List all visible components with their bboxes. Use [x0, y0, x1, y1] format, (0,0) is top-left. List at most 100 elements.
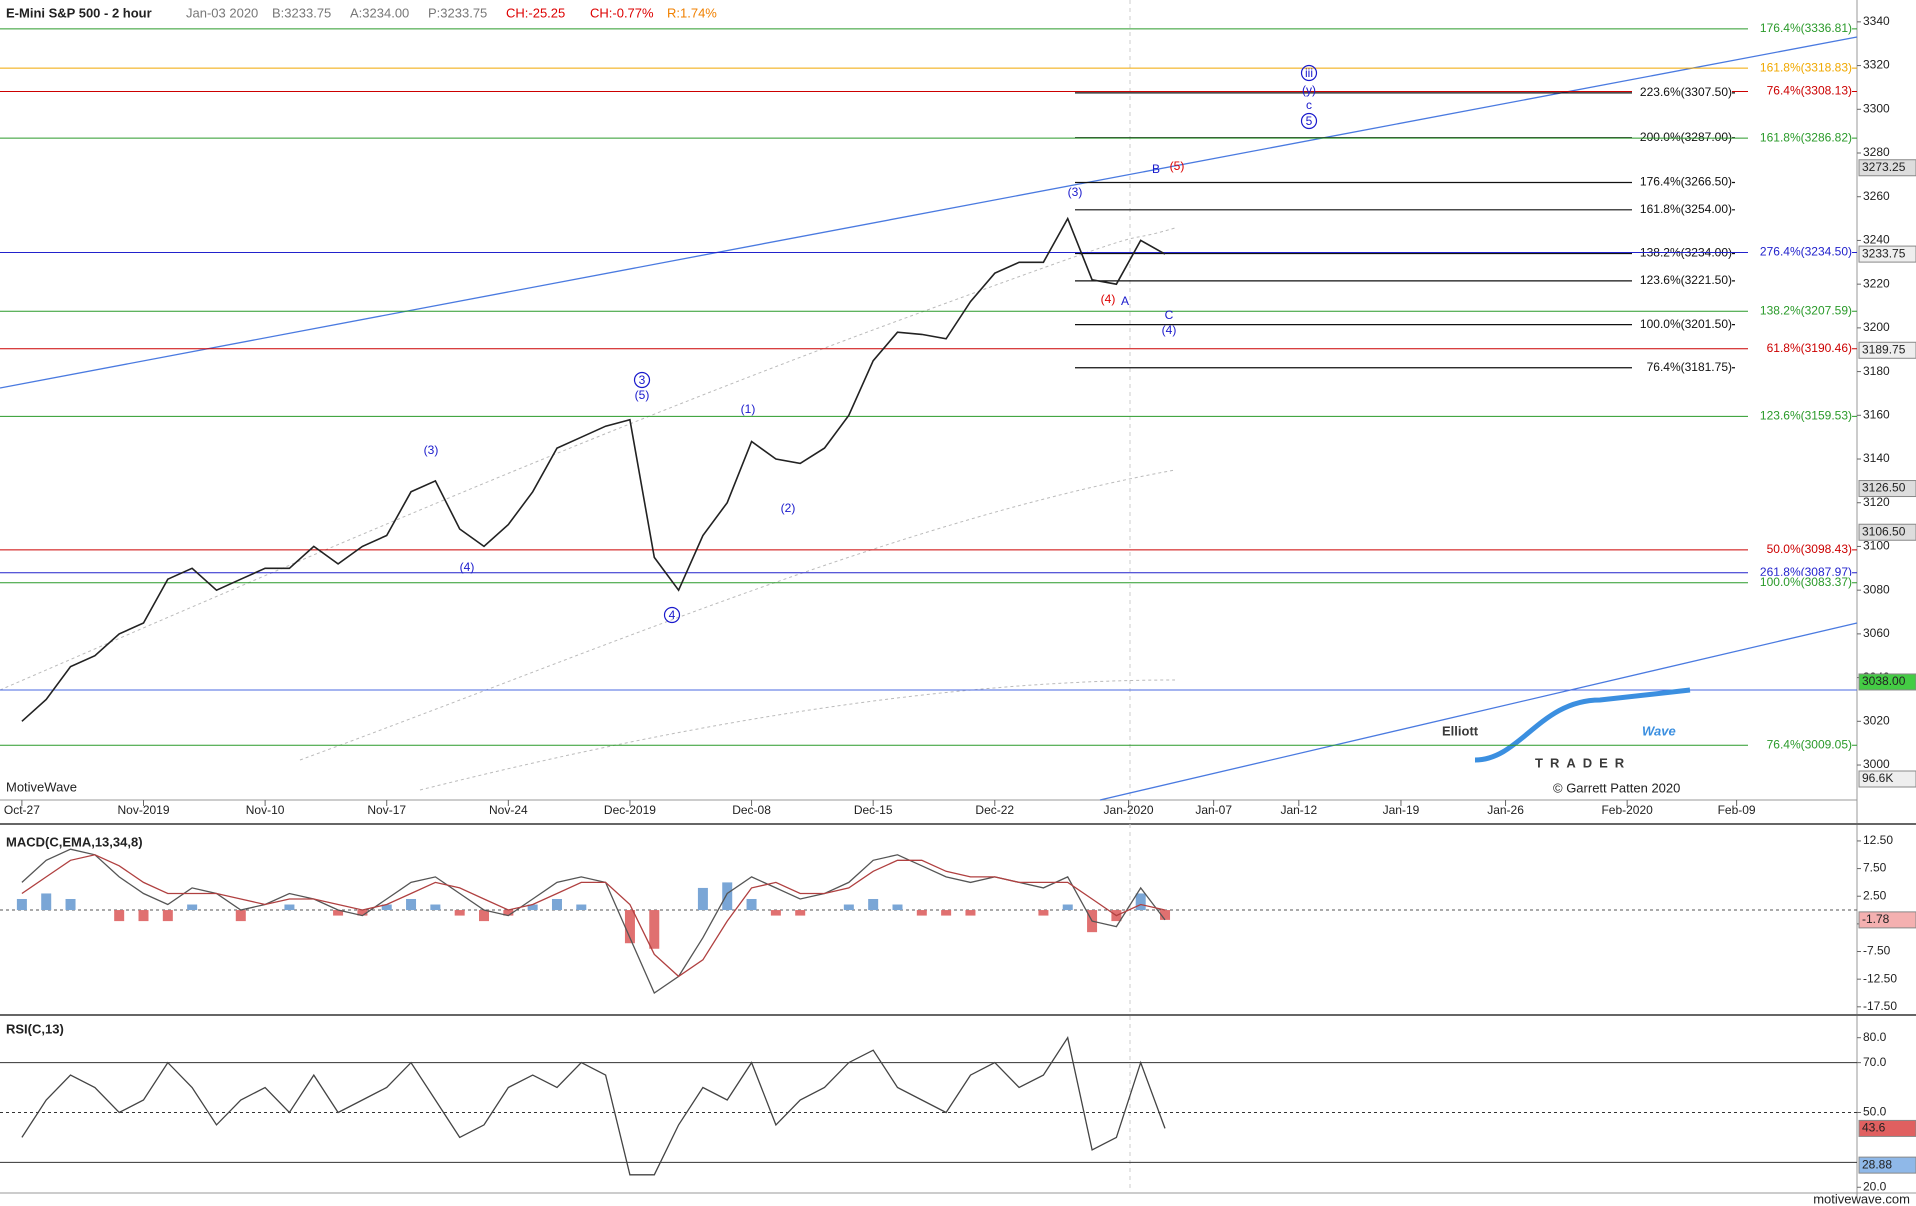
wave-label: (4) — [1162, 323, 1177, 337]
x-tick-label: Jan-07 — [1195, 803, 1232, 817]
histogram-bar — [357, 910, 368, 916]
level-label: 61.8%(3190.46) — [1767, 341, 1852, 355]
level-label: 176.4%(3266.50) — [1640, 175, 1732, 189]
histogram-bar — [941, 910, 952, 916]
price-marker-label: 3189.75 — [1862, 342, 1906, 356]
value-marker — [1858, 1156, 1916, 1174]
value-marker-label: 43.6 — [1862, 1121, 1886, 1135]
x-tick-label: Feb-2020 — [1601, 803, 1653, 817]
quote-field: CH:-0.77% — [590, 5, 654, 20]
wave-label: (3) — [1068, 185, 1083, 199]
watermark: MotiveWave — [6, 779, 77, 794]
footer: motivewave.com — [1813, 1191, 1910, 1206]
wave-circle — [1300, 64, 1318, 82]
y-tick-label: 7.50 — [1863, 861, 1887, 875]
histogram-bar — [576, 904, 587, 911]
level-label: 76.4%(3181.75) — [1647, 360, 1732, 374]
moving-average — [419, 679, 1176, 791]
level-label: 161.8%(3254.00) — [1640, 202, 1732, 216]
histogram-bar — [430, 904, 441, 911]
histogram-bar — [65, 898, 76, 911]
wave-label: (y) — [1302, 83, 1316, 97]
level-label: 123.6%(3221.50) — [1640, 273, 1732, 287]
y-tick-label: 3060 — [1863, 626, 1890, 640]
x-tick-label: Dec-15 — [854, 803, 893, 817]
x-tick-label: Dec-2019 — [604, 803, 656, 817]
wave-label: (3) — [424, 443, 439, 457]
price-marker — [1858, 523, 1916, 541]
panel-title: MACD(C,EMA,13,34,8) — [6, 834, 143, 849]
wave-label: C — [1165, 308, 1174, 322]
x-tick-label: Dec-08 — [732, 803, 771, 817]
volume-label: 96.6K — [1862, 771, 1893, 785]
histogram-bar — [16, 898, 27, 911]
histogram-bar — [868, 898, 879, 911]
level-label: 223.6%(3307.50) — [1640, 85, 1732, 99]
logo-text: Elliott — [1442, 723, 1479, 738]
histogram-bar — [114, 910, 125, 922]
y-tick-label: 3320 — [1863, 58, 1890, 72]
y-tick-label: 3080 — [1863, 582, 1890, 596]
histogram-bar — [187, 904, 198, 911]
logo-text: TRADER — [1535, 755, 1631, 770]
value-marker-label: 28.88 — [1862, 1157, 1892, 1171]
histogram-bar — [916, 910, 927, 916]
y-tick-label: 3260 — [1863, 189, 1890, 203]
level-label-bg — [1748, 61, 1852, 76]
level-label: 161.8%(3286.82) — [1760, 130, 1852, 144]
y-tick-label: 3280 — [1863, 145, 1890, 159]
level-label: 100.0%(3083.37) — [1760, 575, 1852, 589]
y-tick-label: 3100 — [1863, 539, 1890, 553]
logo-credit: © Garrett Patten 2020 — [1553, 780, 1680, 795]
chart-title: E-Mini S&P 500 - 2 hour — [6, 5, 152, 20]
y-tick-label: 3220 — [1863, 276, 1890, 290]
series-line — [21, 216, 1166, 722]
wave-label: (2) — [781, 501, 796, 515]
level-label: 276.4%(3234.50) — [1760, 245, 1852, 259]
level-label-bg — [1748, 131, 1852, 146]
value-marker-label: -1.78 — [1862, 912, 1890, 926]
x-tick-label: Dec-22 — [975, 803, 1014, 817]
y-tick-label: 3160 — [1863, 407, 1890, 421]
wave-circle — [633, 371, 651, 389]
wave-label: (5) — [1170, 159, 1185, 173]
y-tick-label: 3300 — [1863, 101, 1890, 115]
x-tick-label: Jan-12 — [1280, 803, 1317, 817]
histogram-bar — [770, 910, 781, 916]
series-line — [21, 848, 1166, 994]
histogram-bar — [527, 904, 538, 911]
level-label: 100.0%(3201.50) — [1640, 317, 1732, 331]
histogram-bar — [454, 910, 465, 916]
level-label-bg — [1632, 85, 1732, 100]
y-tick-label: 3140 — [1863, 451, 1890, 465]
price-marker-label: 3126.50 — [1862, 481, 1906, 495]
price-marker-label: 3038.00 — [1862, 674, 1906, 688]
x-tick-label: Oct-27 — [4, 803, 40, 817]
x-tick-label: Nov-17 — [367, 803, 406, 817]
wave-label: (1) — [741, 402, 756, 416]
wave-label: A — [1121, 294, 1129, 308]
histogram-bar — [892, 904, 903, 911]
trend-line — [1099, 622, 1858, 801]
wave-label: (4) — [460, 560, 475, 574]
y-tick-label: 50.0 — [1863, 1105, 1887, 1119]
level-label: 161.8%(3318.83) — [1760, 60, 1852, 74]
level-label-bg — [1748, 245, 1852, 260]
trend-line — [0, 36, 1858, 389]
wave-label: B — [1152, 162, 1160, 176]
panel-title: RSI(C,13) — [6, 1021, 64, 1036]
quote-field: R:1.74% — [667, 5, 717, 20]
histogram-bar — [722, 882, 733, 911]
level-label-bg — [1748, 21, 1852, 36]
y-tick-label: 12.50 — [1863, 833, 1893, 847]
histogram-bar — [503, 910, 514, 916]
level-label-bg — [1632, 175, 1732, 190]
histogram-bar — [624, 910, 635, 944]
histogram-bar — [235, 910, 246, 922]
series-line — [21, 1036, 1166, 1176]
level-label: 200.0%(3287.00) — [1640, 130, 1732, 144]
price-marker — [1858, 480, 1916, 498]
level-label: 123.6%(3159.53) — [1760, 408, 1852, 422]
level-label: 76.4%(3308.13) — [1767, 84, 1852, 98]
